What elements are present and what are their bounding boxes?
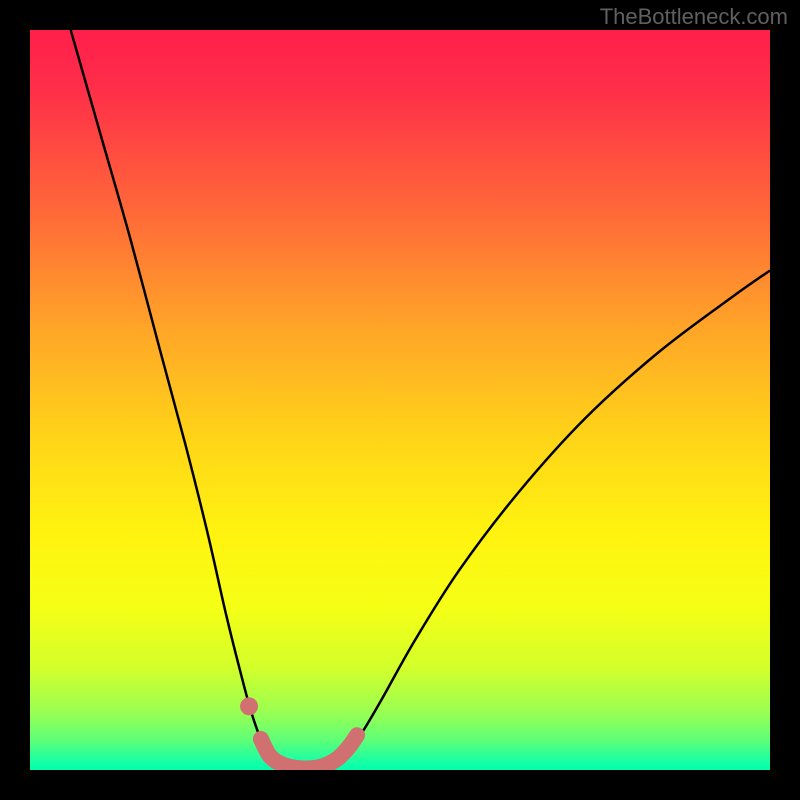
highlight-u-segment: [261, 735, 357, 768]
watermark-text: TheBottleneck.com: [600, 4, 788, 30]
bottleneck-curve: [71, 30, 770, 769]
curve-overlay: [30, 30, 770, 770]
plot-area: [30, 30, 770, 770]
highlight-dot: [240, 697, 258, 715]
